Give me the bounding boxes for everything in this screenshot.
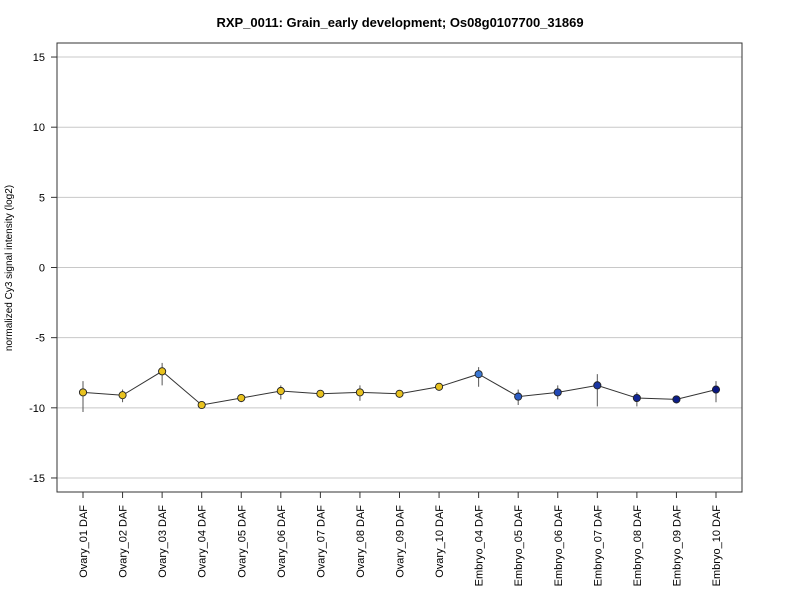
x-tick-label: Ovary_04 DAF bbox=[197, 505, 209, 578]
data-point bbox=[593, 381, 602, 390]
x-tick-label: Ovary_03 DAF bbox=[157, 505, 169, 578]
y-tick-label: 5 bbox=[39, 192, 45, 204]
x-tick-label: Embryo_10 DAF bbox=[711, 505, 723, 587]
x-tick-label: Ovary_08 DAF bbox=[355, 505, 367, 578]
data-point bbox=[632, 393, 641, 403]
data-point bbox=[118, 391, 127, 400]
y-tick-label: 0 bbox=[39, 263, 45, 275]
data-point bbox=[276, 386, 285, 396]
data-point bbox=[316, 389, 325, 398]
axes: -15 -10 -5 0 5 10 15 Ovary_01 DAF Ovary_02 DAF Ov… bbox=[29, 52, 723, 586]
data-point bbox=[514, 392, 523, 401]
y-tick-label: -10 bbox=[29, 403, 45, 415]
x-tick-label: Ovary_02 DAF bbox=[118, 505, 130, 578]
x-tick-label: Embryo_09 DAF bbox=[671, 505, 683, 587]
x-tick-label: Ovary_09 DAF bbox=[395, 505, 407, 578]
data-point bbox=[474, 370, 483, 379]
data-point bbox=[553, 388, 562, 397]
chart-title: RXP_0011: Grain_early development; Os08g… bbox=[216, 15, 583, 30]
x-tick-label: Ovary_05 DAF bbox=[236, 505, 248, 578]
x-tick-label: Ovary_10 DAF bbox=[434, 505, 446, 578]
y-tick-label: -5 bbox=[35, 333, 45, 345]
data-point bbox=[435, 382, 444, 391]
data-point bbox=[78, 388, 88, 397]
x-tick-label: Embryo_07 DAF bbox=[592, 505, 604, 587]
data-point bbox=[355, 388, 364, 397]
x-tick-label: Ovary_07 DAF bbox=[315, 505, 327, 578]
x-tick-label: Ovary_01 DAF bbox=[78, 505, 90, 578]
data-point bbox=[395, 389, 404, 398]
series-line bbox=[82, 370, 717, 406]
plot-marks bbox=[78, 362, 721, 413]
x-tick-label: Embryo_08 DAF bbox=[632, 505, 644, 587]
x-tick-label: Embryo_04 DAF bbox=[474, 505, 486, 587]
x-tick-label: Embryo_05 DAF bbox=[513, 505, 525, 587]
data-point bbox=[158, 367, 167, 376]
data-point bbox=[672, 395, 681, 404]
y-axis-label: normalized Cy3 signal intensity (log2) bbox=[4, 185, 15, 351]
x-tick-label: Ovary_06 DAF bbox=[276, 505, 288, 578]
data-point bbox=[237, 393, 246, 403]
y-tick-label: 15 bbox=[33, 52, 45, 64]
data-point bbox=[197, 400, 206, 410]
y-tick-label: -15 bbox=[29, 473, 45, 485]
y-tick-label: 10 bbox=[33, 122, 45, 134]
gridlines bbox=[57, 56, 742, 479]
x-tick-label: Embryo_06 DAF bbox=[553, 505, 565, 587]
data-point bbox=[711, 385, 721, 394]
